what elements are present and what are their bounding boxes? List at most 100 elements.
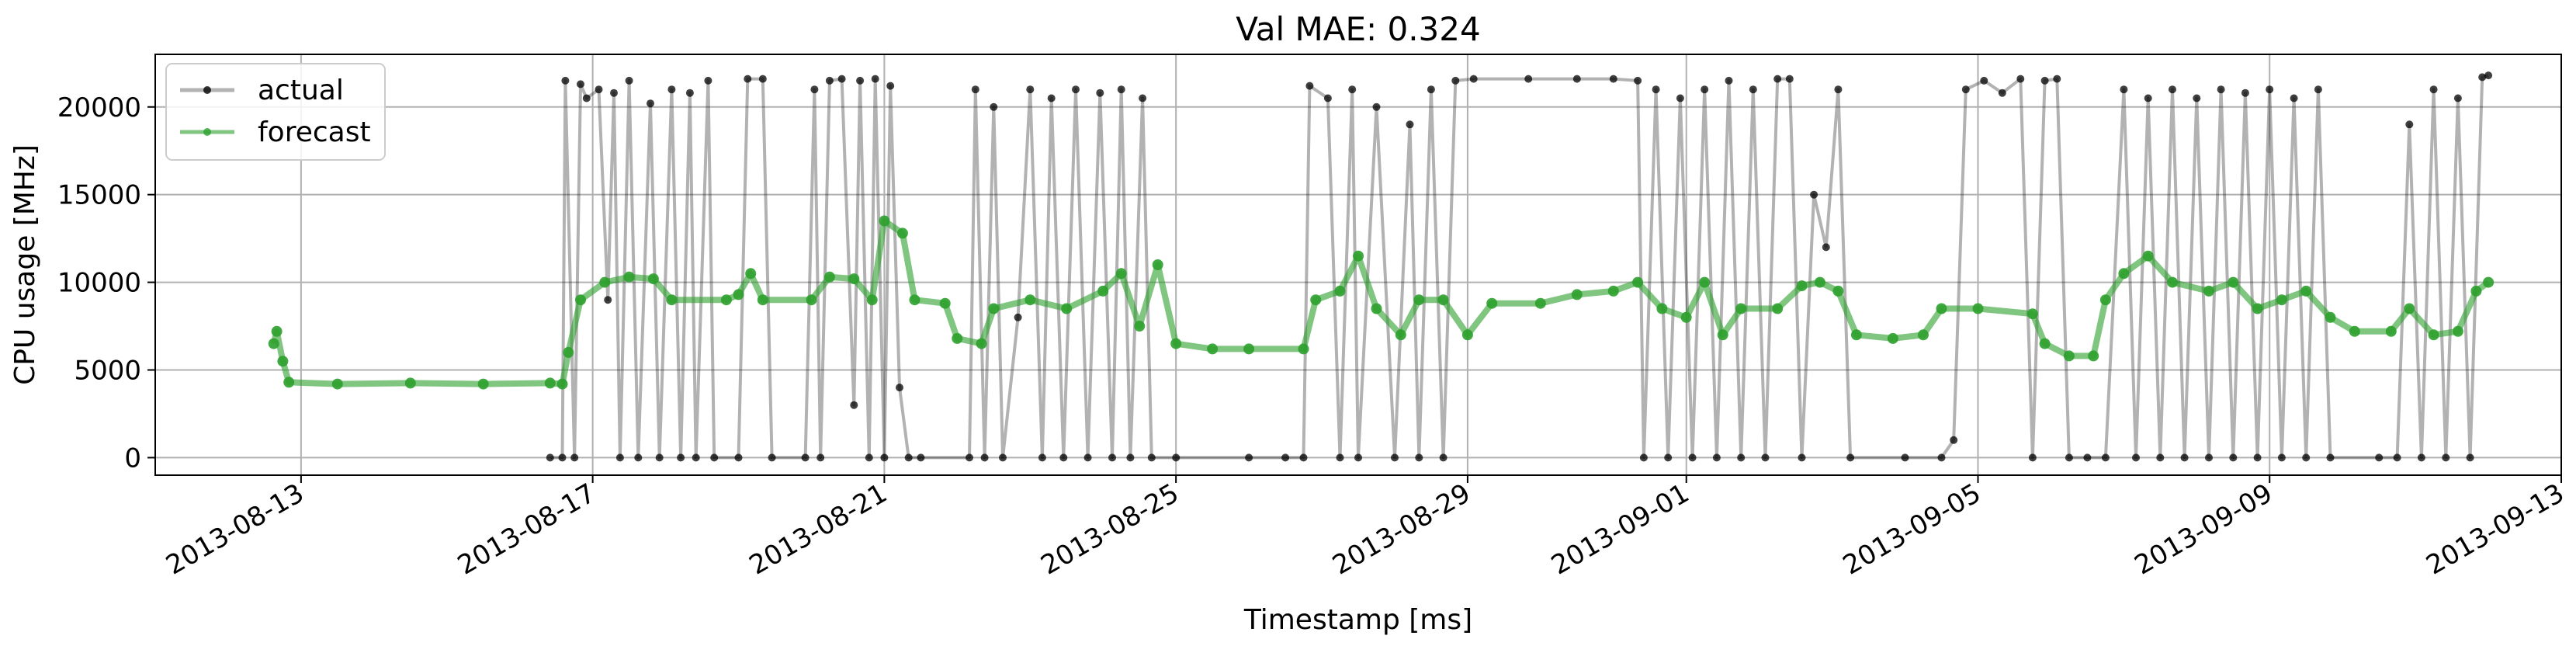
actual-point (990, 102, 998, 111)
actual-point (2453, 94, 2462, 102)
actual-point (1126, 453, 1135, 462)
forecast-point (1061, 303, 1073, 314)
actual-point (2144, 94, 2152, 102)
actual-point (2156, 453, 2165, 462)
actual-point (1901, 453, 1909, 462)
actual-point (546, 453, 554, 462)
actual-point (1822, 243, 1830, 252)
actual-point (2016, 75, 2025, 83)
actual-point (1712, 453, 1721, 462)
actual-point (2040, 76, 2049, 85)
legend-actual-label: actual (258, 75, 344, 106)
actual-point (1810, 190, 1818, 199)
forecast-point (909, 294, 920, 306)
forecast-point (1334, 285, 1346, 297)
forecast-point (575, 294, 586, 306)
actual-point (744, 75, 752, 83)
forecast-point (1486, 297, 1498, 309)
actual-point (2277, 453, 2286, 462)
forecast-point (556, 378, 568, 390)
y-tick-label: 0 (124, 443, 141, 474)
forecast-point (2118, 268, 2130, 280)
actual-point (1439, 453, 1447, 462)
actual-point (634, 453, 643, 462)
forecast-point (1097, 285, 1109, 297)
actual-point (917, 453, 925, 462)
actual-point (1336, 453, 1344, 462)
actual-point (1117, 85, 1125, 94)
forecast-point (599, 276, 611, 288)
actual-point (1761, 453, 1770, 462)
actual-point (1348, 85, 1357, 94)
forecast-point (1796, 280, 1808, 292)
actual-point (615, 453, 624, 462)
actual-point (1834, 85, 1843, 94)
forecast-point (544, 377, 556, 389)
actual-point (2290, 94, 2298, 102)
y-tick-label: 10000 (57, 268, 141, 299)
actual-point (758, 75, 767, 83)
actual-point (610, 89, 618, 97)
actual-point (2417, 453, 2425, 462)
forecast-point (1461, 329, 1473, 341)
forecast-point (879, 215, 890, 227)
actual-point (1096, 89, 1104, 97)
forecast-point (976, 338, 987, 349)
actual-point (1391, 453, 1399, 462)
forecast-point (1832, 285, 1844, 297)
forecast-point (1437, 294, 1449, 306)
actual-point (1652, 85, 1660, 94)
forecast-point (277, 356, 289, 367)
actual-point (1047, 94, 1056, 102)
forecast-point (1152, 259, 1163, 270)
forecast-point (1918, 329, 1929, 341)
actual-point (1469, 75, 1478, 83)
forecast-point (1607, 285, 1619, 297)
actual-point (561, 76, 570, 85)
actual-point (2083, 453, 2092, 462)
actual-point (810, 85, 819, 94)
forecast-point (1717, 329, 1728, 341)
actual-point (1998, 89, 2006, 97)
forecast-point (1025, 294, 1036, 306)
forecast-point (866, 294, 878, 306)
actual-point (2253, 453, 2262, 462)
actual-point (1059, 453, 1068, 462)
actual-point (1701, 85, 1709, 94)
actual-point (2205, 453, 2213, 462)
actual-point (570, 453, 579, 462)
actual-point (595, 85, 603, 94)
forecast-point (283, 377, 295, 388)
actual-point (980, 453, 989, 462)
forecast-point (2404, 303, 2415, 314)
grid (155, 54, 2562, 475)
actual-point (825, 76, 834, 85)
forecast-point (2452, 325, 2463, 337)
actual-point (655, 453, 664, 462)
actual-point (604, 296, 612, 304)
series-actual (546, 71, 2493, 462)
actual-point (2442, 453, 2450, 462)
forecast-point (1353, 250, 1364, 262)
actual-point (1014, 313, 1022, 321)
actual-point (692, 453, 700, 462)
actual-point (2405, 120, 2414, 129)
actual-point (2393, 453, 2401, 462)
actual-point (801, 453, 810, 462)
actual-point (2120, 85, 2128, 94)
plot-frame (154, 54, 2562, 476)
y-tick-label: 20000 (57, 92, 141, 123)
forecast-point (2099, 294, 2111, 306)
forecast-point (2428, 329, 2439, 341)
actual-point (2314, 85, 2322, 94)
actual-point (2028, 453, 2037, 462)
forecast-point (823, 271, 835, 283)
forecast-point (1887, 332, 1898, 344)
forecast-point (2252, 303, 2263, 314)
forecast-point (666, 294, 678, 306)
actual-point (1639, 453, 1648, 462)
actual-point (837, 75, 846, 83)
actual-point (1846, 453, 1855, 462)
actual-point (2229, 453, 2238, 462)
